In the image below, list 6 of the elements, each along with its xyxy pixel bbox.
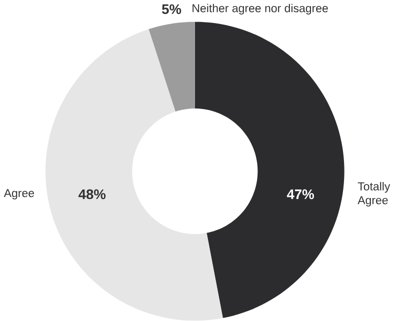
slice-label: Totally Agree <box>358 182 390 207</box>
data-label: 48% <box>78 190 106 200</box>
data-label: 47% <box>286 190 314 200</box>
slice-label: Agree <box>4 189 34 200</box>
slice-label: Neither agree nor disagree <box>192 4 328 15</box>
data-label: 5% <box>162 4 182 14</box>
